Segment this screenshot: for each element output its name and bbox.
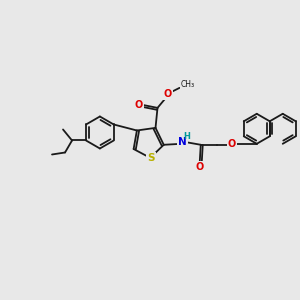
Text: N: N (178, 137, 187, 147)
Text: CH₃: CH₃ (181, 80, 195, 89)
Text: H: H (183, 132, 190, 141)
Text: O: O (228, 139, 236, 149)
Text: S: S (148, 153, 155, 163)
Text: O: O (164, 89, 172, 99)
Text: O: O (196, 162, 204, 172)
Text: O: O (134, 100, 142, 110)
